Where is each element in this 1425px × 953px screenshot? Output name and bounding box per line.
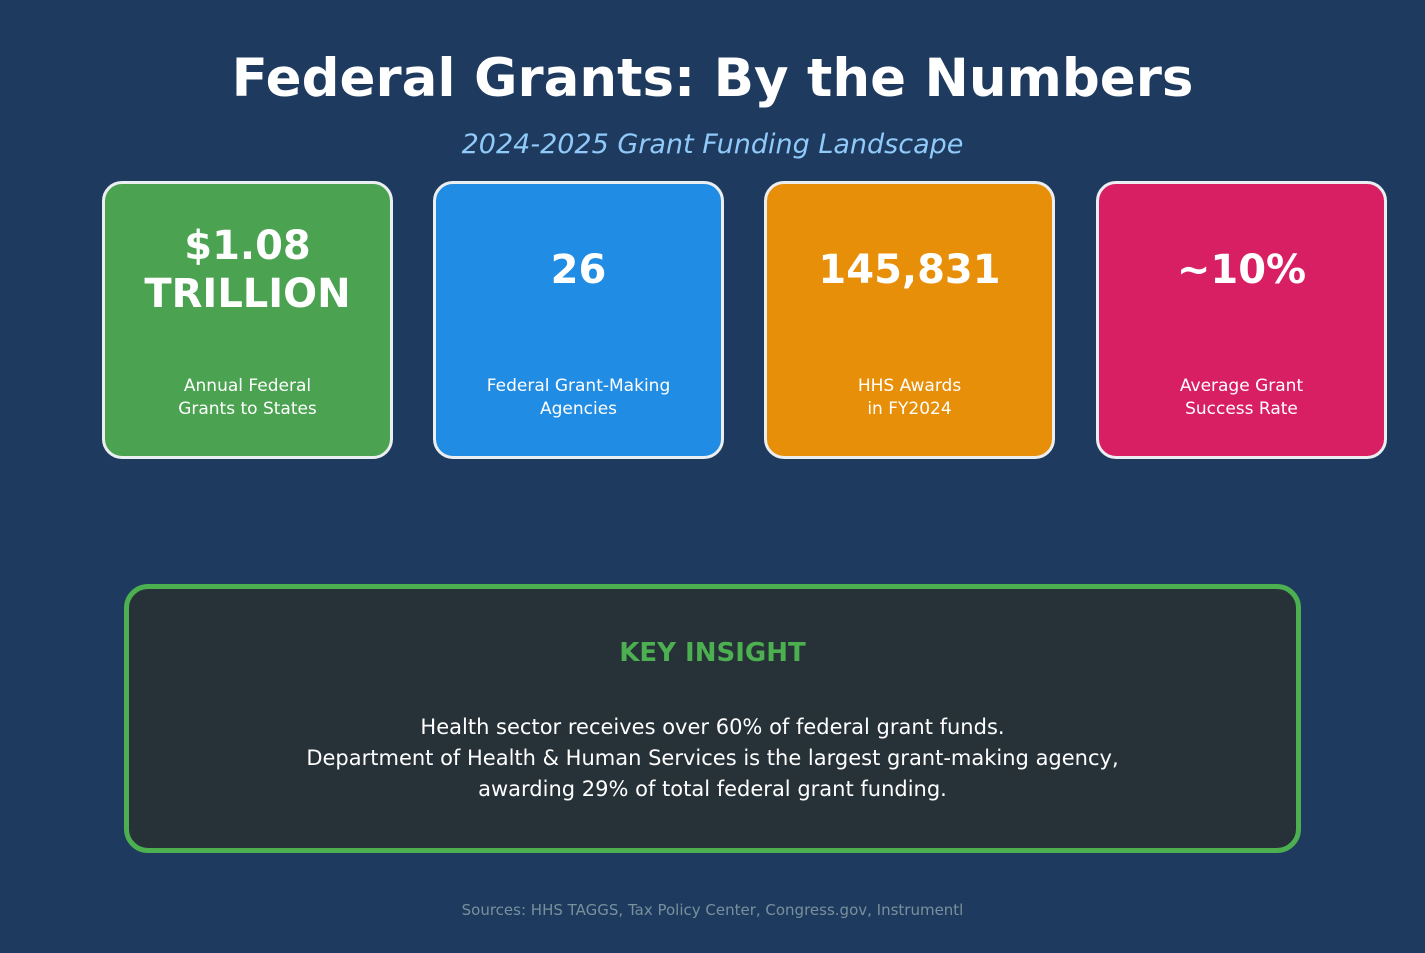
stat-card-agencies: 26 Federal Grant-Making Agencies: [433, 181, 724, 459]
page-title: Federal Grants: By the Numbers: [231, 48, 1194, 109]
stat-value: 26: [550, 247, 607, 293]
stat-label: Average Grant Success Rate: [1179, 376, 1304, 419]
stat-value: $1.08 TRILLION: [105, 222, 390, 318]
stat-card-annual-grants: $1.08 TRILLION Annual Federal Grants to …: [102, 181, 393, 459]
key-insight-heading: KEY INSIGHT: [619, 638, 806, 668]
stat-value-line: TRILLION: [144, 271, 351, 317]
stat-card-success-rate: ~10% Average Grant Success Rate: [1096, 181, 1387, 459]
stat-value: ~10%: [1176, 247, 1307, 293]
page-subtitle: 2024-2025 Grant Funding Landscape: [461, 129, 964, 160]
stat-label: Federal Grant-Making Agencies: [486, 376, 671, 419]
key-insight-text: Health sector receives over 60% of feder…: [306, 715, 1119, 801]
stat-card-hhs-awards: 145,831 HHS Awards in FY2024: [764, 181, 1055, 459]
stat-label: HHS Awards in FY2024: [857, 376, 962, 419]
stat-value: 145,831: [818, 247, 1001, 293]
stat-value-line: $1.08: [184, 223, 311, 269]
key-insight-panel: KEY INSIGHT Health sector receives over …: [124, 584, 1301, 853]
sources-footnote: Sources: HHS TAGGS, Tax Policy Center, C…: [461, 901, 964, 919]
stat-label: Annual Federal Grants to States: [178, 376, 317, 419]
